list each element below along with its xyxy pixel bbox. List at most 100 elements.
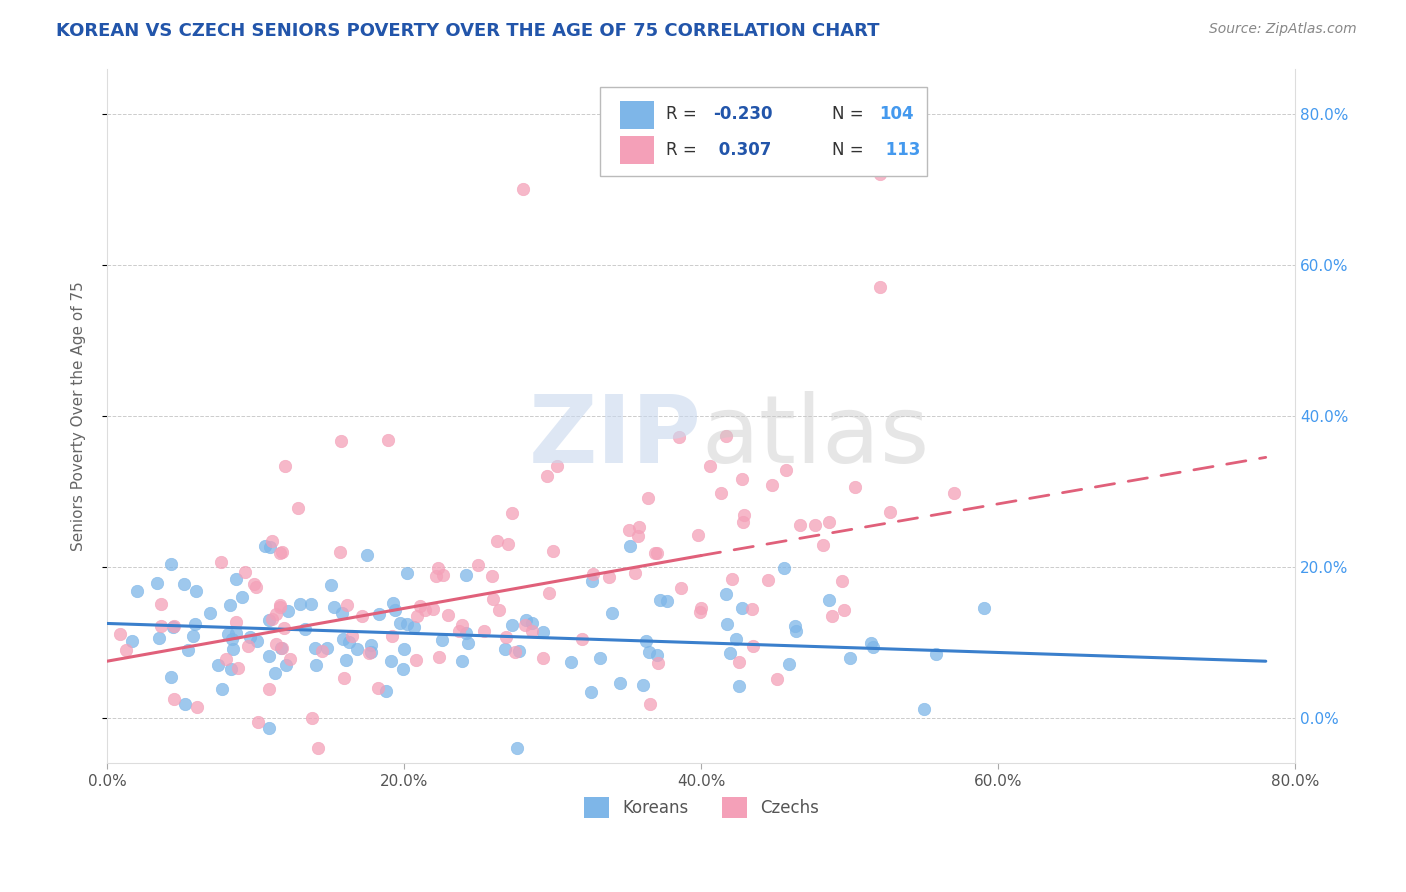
- Point: [451, 618, 474, 632]
- Point: [389, 615, 412, 630]
- Point: [638, 645, 661, 659]
- Point: [233, 565, 256, 579]
- Point: [299, 597, 322, 611]
- Point: [515, 617, 537, 632]
- Point: [650, 593, 672, 607]
- Point: [270, 641, 292, 656]
- Bar: [620, 136, 654, 163]
- Point: [217, 627, 239, 641]
- Point: [304, 641, 326, 656]
- Point: [472, 624, 495, 638]
- Point: [655, 594, 678, 608]
- Point: [485, 534, 508, 549]
- Point: [628, 519, 651, 533]
- Text: -0.230: -0.230: [713, 104, 773, 123]
- Point: [785, 624, 807, 639]
- Point: [488, 602, 510, 616]
- Point: [879, 505, 901, 519]
- Point: [209, 555, 232, 569]
- Point: [330, 607, 353, 621]
- Point: [336, 598, 359, 612]
- Text: N =: N =: [832, 141, 869, 159]
- Point: [831, 574, 853, 588]
- Point: [402, 620, 425, 634]
- Point: [571, 632, 593, 647]
- Point: [501, 618, 523, 632]
- Point: [294, 623, 316, 637]
- Point: [246, 633, 269, 648]
- Point: [287, 500, 309, 515]
- Point: [508, 644, 530, 658]
- Point: [869, 280, 891, 294]
- Text: R =: R =: [665, 104, 702, 123]
- Point: [329, 544, 352, 558]
- Point: [259, 721, 281, 735]
- Point: [396, 617, 419, 632]
- Point: [211, 681, 233, 696]
- Point: [778, 657, 800, 671]
- Point: [536, 468, 558, 483]
- Point: [761, 478, 783, 492]
- Point: [159, 558, 181, 572]
- Point: [149, 597, 172, 611]
- Point: [409, 599, 432, 613]
- Point: [537, 586, 560, 600]
- Point: [973, 601, 995, 615]
- Point: [506, 741, 529, 756]
- Point: [305, 658, 328, 673]
- Point: [541, 543, 564, 558]
- Point: [636, 634, 658, 648]
- Point: [257, 648, 280, 663]
- Point: [773, 561, 796, 575]
- Text: ZIP: ZIP: [529, 391, 702, 483]
- Point: [619, 539, 641, 553]
- Point: [254, 540, 277, 554]
- Point: [598, 570, 620, 584]
- Point: [714, 429, 737, 443]
- Point: [522, 624, 544, 638]
- Point: [374, 684, 396, 698]
- Point: [647, 656, 669, 670]
- Point: [184, 617, 207, 632]
- Point: [181, 629, 204, 643]
- Point: [360, 645, 382, 659]
- Point: [125, 583, 148, 598]
- Point: [789, 517, 811, 532]
- Point: [381, 629, 404, 643]
- Point: [427, 560, 450, 574]
- Point: [626, 529, 648, 543]
- Point: [943, 486, 966, 500]
- Point: [160, 670, 183, 684]
- Text: Source: ZipAtlas.com: Source: ZipAtlas.com: [1209, 22, 1357, 37]
- Point: [413, 603, 436, 617]
- Point: [716, 617, 738, 632]
- Text: 104: 104: [880, 104, 914, 123]
- Point: [360, 638, 382, 652]
- Point: [396, 566, 419, 580]
- Point: [560, 655, 582, 669]
- Point: [392, 641, 415, 656]
- Point: [186, 699, 208, 714]
- Point: [405, 653, 427, 667]
- Point: [600, 606, 623, 620]
- Point: [733, 508, 755, 522]
- Point: [270, 640, 292, 655]
- Point: [427, 649, 450, 664]
- Point: [108, 627, 131, 641]
- Text: KOREAN VS CZECH SENIORS POVERTY OVER THE AGE OF 75 CORRELATION CHART: KOREAN VS CZECH SENIORS POVERTY OVER THE…: [56, 22, 880, 40]
- Point: [337, 634, 360, 648]
- Point: [741, 602, 763, 616]
- Point: [225, 572, 247, 586]
- Point: [391, 662, 413, 676]
- Point: [173, 697, 195, 711]
- Point: [718, 647, 741, 661]
- Bar: [620, 101, 654, 129]
- Point: [382, 596, 405, 610]
- Point: [589, 650, 612, 665]
- Point: [198, 607, 221, 621]
- Point: [686, 527, 709, 541]
- Point: [645, 546, 668, 560]
- Point: [912, 702, 935, 716]
- Text: atlas: atlas: [702, 391, 929, 483]
- Text: 113: 113: [880, 141, 920, 159]
